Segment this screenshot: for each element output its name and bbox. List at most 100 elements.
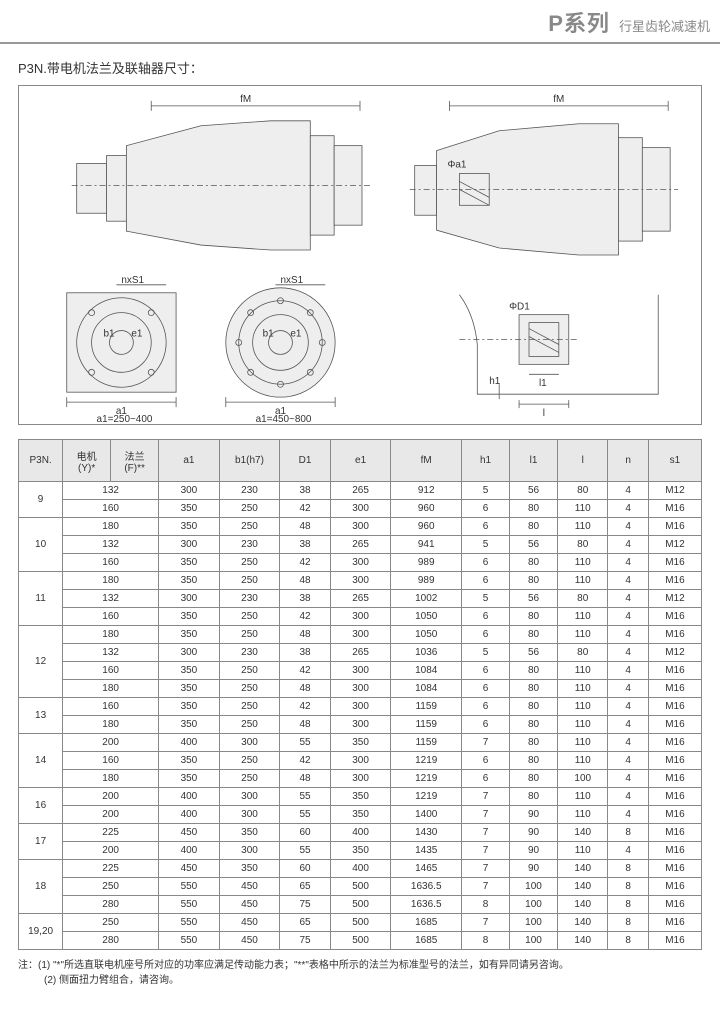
data-cell: 80 xyxy=(558,644,608,662)
data-cell: 1050 xyxy=(391,626,462,644)
col-header: 法兰(F)** xyxy=(111,440,159,482)
data-cell: 8 xyxy=(462,932,510,950)
data-cell: 6 xyxy=(462,626,510,644)
data-cell: 6 xyxy=(462,608,510,626)
table-row: 172254503506040014307901408M16 xyxy=(19,824,702,842)
p3n-cell: 16 xyxy=(19,788,63,824)
data-cell: 350 xyxy=(330,734,391,752)
data-cell: 80 xyxy=(510,500,558,518)
data-cell: 4 xyxy=(608,770,648,788)
motor-cell: 200 xyxy=(63,842,159,860)
data-cell: M12 xyxy=(648,644,701,662)
data-cell: 350 xyxy=(159,608,220,626)
data-cell: 5 xyxy=(462,644,510,662)
table-row: 10180350250483009606801104M16 xyxy=(19,518,702,536)
data-cell: 48 xyxy=(280,518,330,536)
motor-cell: 132 xyxy=(63,590,159,608)
data-cell: 110 xyxy=(558,572,608,590)
page-content: P3N.带电机法兰及联轴器尺寸： fM xyxy=(0,44,720,1000)
table-row: 19,2025055045065500168571001408M16 xyxy=(19,914,702,932)
data-cell: 4 xyxy=(608,788,648,806)
data-cell: 75 xyxy=(280,896,330,914)
data-cell: 42 xyxy=(280,698,330,716)
data-cell: 80 xyxy=(510,608,558,626)
data-cell: 140 xyxy=(558,896,608,914)
col-header: P3N. xyxy=(19,440,63,482)
data-cell: 250 xyxy=(219,626,280,644)
table-row: 142004003005535011597801104M16 xyxy=(19,734,702,752)
data-cell: 350 xyxy=(330,788,391,806)
data-cell: 230 xyxy=(219,482,280,500)
nxs1-right-label: nxS1 xyxy=(280,275,303,286)
data-cell: 350 xyxy=(330,842,391,860)
data-cell: 80 xyxy=(510,518,558,536)
motor-cell: 250 xyxy=(63,914,159,932)
data-cell: 250 xyxy=(219,770,280,788)
data-cell: 300 xyxy=(330,680,391,698)
data-cell: 500 xyxy=(330,914,391,932)
data-cell: 1219 xyxy=(391,788,462,806)
data-cell: 300 xyxy=(219,788,280,806)
data-cell: M16 xyxy=(648,572,701,590)
p3n-cell: 11 xyxy=(19,572,63,626)
data-cell: 7 xyxy=(462,860,510,878)
page-header: P系列 行星齿轮减速机 xyxy=(0,0,720,44)
motor-cell: 132 xyxy=(63,482,159,500)
data-cell: 265 xyxy=(330,536,391,554)
p3n-cell: 13 xyxy=(19,698,63,734)
data-cell: 1219 xyxy=(391,770,462,788)
data-cell: 350 xyxy=(159,752,220,770)
data-cell: 450 xyxy=(219,932,280,950)
data-cell: 450 xyxy=(159,860,220,878)
table-row: 132300230382651002556804M12 xyxy=(19,590,702,608)
data-cell: 4 xyxy=(608,626,648,644)
data-cell: 55 xyxy=(280,734,330,752)
data-cell: 80 xyxy=(510,770,558,788)
data-cell: 48 xyxy=(280,716,330,734)
data-cell: 350 xyxy=(219,824,280,842)
data-cell: 250 xyxy=(219,572,280,590)
data-cell: 941 xyxy=(391,536,462,554)
table-row: 250550450655001636.571001408M16 xyxy=(19,878,702,896)
col-header: h1 xyxy=(462,440,510,482)
l-label: l xyxy=(543,408,545,419)
data-cell: 230 xyxy=(219,590,280,608)
col-header: l xyxy=(558,440,608,482)
motor-cell: 200 xyxy=(63,806,159,824)
table-row: 182254503506040014657901408M16 xyxy=(19,860,702,878)
data-cell: 6 xyxy=(462,716,510,734)
data-cell: 1400 xyxy=(391,806,462,824)
data-cell: 265 xyxy=(330,590,391,608)
data-cell: 300 xyxy=(159,482,220,500)
motor-cell: 160 xyxy=(63,500,159,518)
data-cell: 300 xyxy=(330,518,391,536)
col-header: s1 xyxy=(648,440,701,482)
motor-cell: 132 xyxy=(63,536,159,554)
data-cell: 1219 xyxy=(391,752,462,770)
motor-cell: 180 xyxy=(63,770,159,788)
data-cell: 4 xyxy=(608,536,648,554)
col-header: e1 xyxy=(330,440,391,482)
data-cell: 1465 xyxy=(391,860,462,878)
data-cell: 140 xyxy=(558,860,608,878)
phi-a1-label: Φa1 xyxy=(447,160,466,171)
data-cell: 7 xyxy=(462,806,510,824)
data-cell: 250 xyxy=(219,662,280,680)
data-cell: 6 xyxy=(462,554,510,572)
data-cell: M16 xyxy=(648,842,701,860)
data-cell: 400 xyxy=(330,824,391,842)
data-cell: 80 xyxy=(510,680,558,698)
fm-left-label: fM xyxy=(240,94,251,105)
data-cell: 60 xyxy=(280,860,330,878)
data-cell: 80 xyxy=(558,482,608,500)
data-cell: 960 xyxy=(391,518,462,536)
data-cell: 250 xyxy=(219,518,280,536)
table-row: 160350250423009896801104M16 xyxy=(19,554,702,572)
diagram-box: fM fM xyxy=(18,85,702,425)
data-cell: 1685 xyxy=(391,932,462,950)
data-cell: 4 xyxy=(608,518,648,536)
data-cell: 42 xyxy=(280,752,330,770)
data-cell: M16 xyxy=(648,878,701,896)
data-cell: M16 xyxy=(648,662,701,680)
nxs1-left-label: nxS1 xyxy=(121,275,144,286)
